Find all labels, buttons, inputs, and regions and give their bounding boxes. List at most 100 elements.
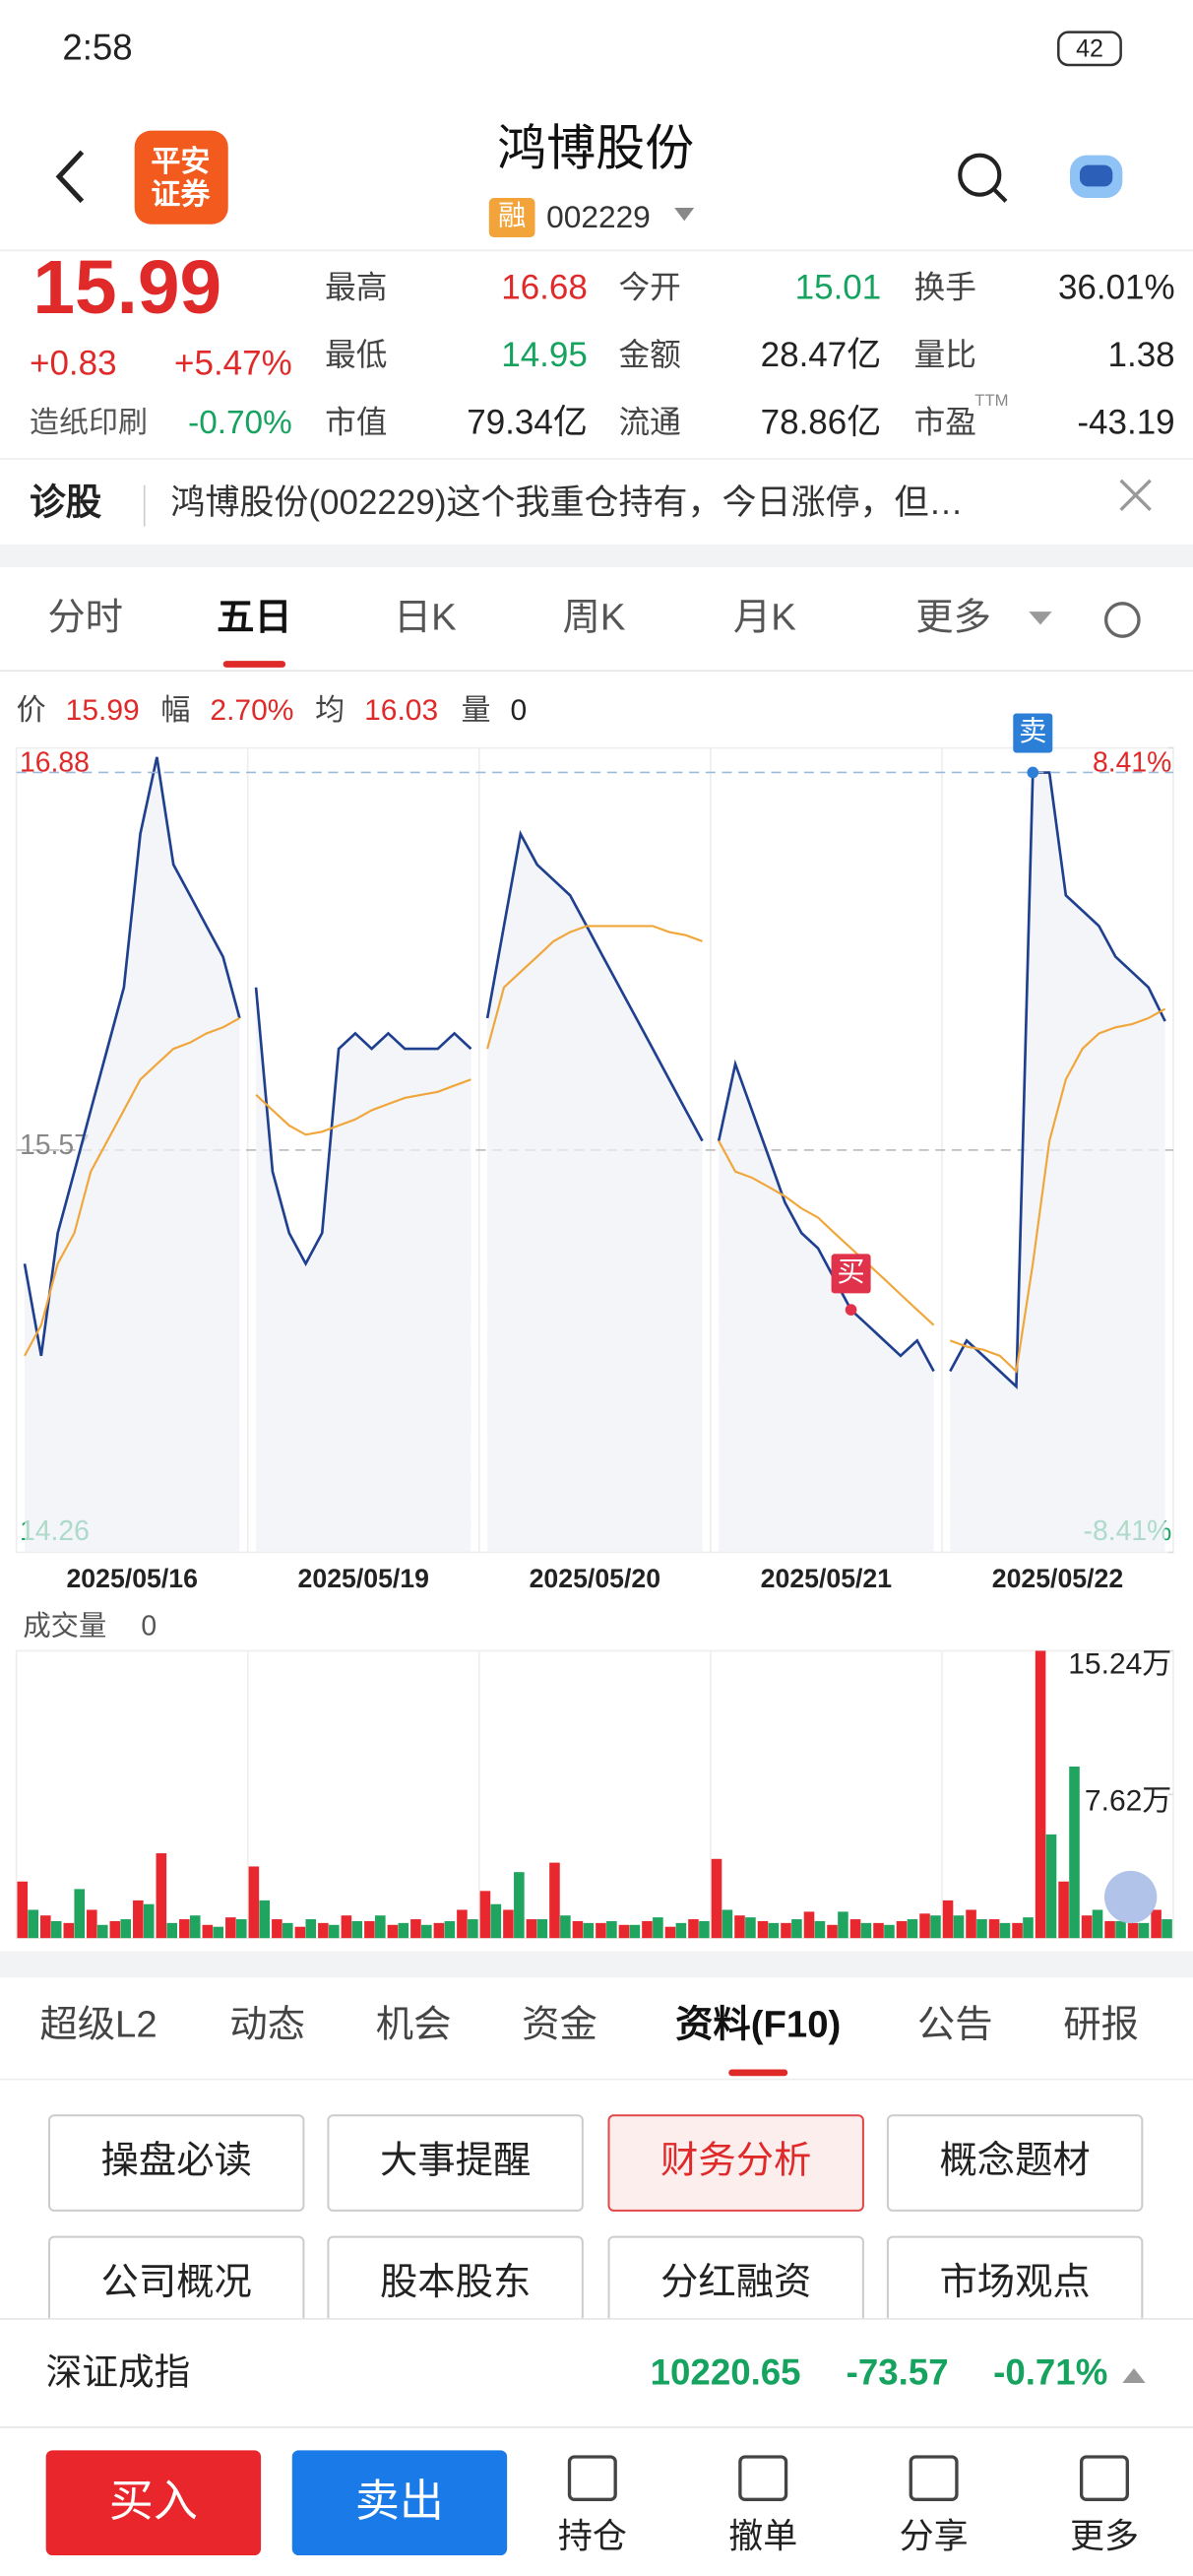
nav-icon[interactable] — [909, 2455, 959, 2502]
volume-bar — [96, 1924, 108, 1939]
function-button-label: 操盘必读 — [101, 2140, 252, 2182]
chart-tab[interactable]: 五日 — [217, 597, 292, 639]
volume-bar — [74, 1889, 86, 1939]
price-area — [950, 772, 1165, 1553]
info-tab[interactable]: 机会 — [376, 2003, 452, 2045]
volume-bar — [884, 1924, 895, 1939]
close-button[interactable] — [1119, 479, 1152, 511]
fullscreen-button[interactable] — [1103, 1870, 1158, 1924]
diagnosis-text: 鸿博股份(002229)这个我重仓持有，今日涨停，但… — [170, 483, 963, 522]
price-area — [25, 756, 240, 1553]
info-tab[interactable]: 公告 — [917, 2003, 993, 2045]
volume-bar — [1069, 1766, 1080, 1939]
volume-bar — [1035, 1650, 1046, 1939]
volume-bar — [606, 1920, 617, 1939]
volume-bar — [490, 1903, 502, 1939]
index-arrow — [1122, 2367, 1146, 2383]
nav-icon[interactable] — [738, 2455, 788, 2502]
info-item: 0 — [510, 694, 527, 727]
stat-label: 换手 — [914, 270, 976, 305]
volume-bar — [156, 1853, 167, 1939]
volume-bar — [976, 1919, 987, 1939]
stat-value: 15.01 — [795, 269, 882, 307]
battery-level: 42 — [1076, 35, 1103, 63]
index-bar — [0, 2318, 1193, 2427]
volume-bar — [248, 1866, 260, 1939]
function-button[interactable] — [327, 2114, 584, 2212]
volume-bar — [375, 1915, 386, 1939]
active-tab-underline — [222, 661, 286, 668]
chart-tab[interactable]: 分时 — [47, 597, 123, 639]
function-button[interactable] — [886, 2114, 1144, 2212]
volume-bar — [653, 1917, 663, 1939]
volume-bar — [768, 1922, 780, 1939]
volume-bar — [745, 1917, 756, 1939]
volume-bar — [560, 1915, 571, 1939]
buy-button[interactable] — [45, 2450, 262, 2556]
stat-label: 最高 — [325, 270, 387, 305]
price-line — [949, 771, 1166, 1390]
volume-bar — [675, 1922, 687, 1939]
function-button-label: 财务分析 — [660, 2140, 811, 2182]
info-tab[interactable]: 研报 — [1063, 2003, 1139, 2045]
x-tick-label: 2025/05/22 — [992, 1564, 1123, 1593]
stat-value: -43.19 — [1077, 403, 1174, 441]
volume-bar — [572, 1920, 584, 1939]
volume-bar — [213, 1926, 224, 1939]
search-button[interactable] — [958, 153, 1002, 197]
volume-bar — [189, 1915, 201, 1939]
volume-title: 成交量 — [23, 1611, 106, 1642]
function-button-label: 公司概况 — [101, 2261, 252, 2303]
info-tab[interactable]: 超级L2 — [39, 2003, 157, 2045]
gap-band — [0, 1951, 1193, 1978]
settings-button[interactable] — [1103, 602, 1141, 638]
info-tab[interactable]: 资料(F10) — [675, 2003, 841, 2045]
volume-bar — [305, 1919, 317, 1939]
info-item: 幅 — [160, 694, 190, 727]
nav-icon[interactable] — [567, 2455, 617, 2502]
stat-label: 市值 — [325, 404, 387, 439]
volume-bar — [827, 1924, 838, 1939]
volume-bar — [1058, 1881, 1069, 1939]
function-button[interactable] — [48, 2114, 305, 2212]
sell-label: 卖出 — [355, 2476, 444, 2526]
x-tick-label: 2025/05/16 — [66, 1564, 197, 1593]
volume-bar — [919, 1913, 930, 1939]
diagnosis-label: 诊股 — [30, 482, 102, 522]
info-tab[interactable]: 动态 — [229, 2003, 305, 2045]
battery — [1057, 31, 1122, 67]
price-change: +0.83 — [30, 344, 117, 382]
stat-value: 1.38 — [1108, 336, 1175, 374]
volume-bar — [457, 1909, 468, 1939]
volume-bar — [364, 1920, 375, 1939]
chart-tab[interactable]: 月K — [733, 597, 796, 639]
volume-bar — [503, 1909, 514, 1939]
info-tab[interactable]: 资金 — [522, 2003, 597, 2045]
volume-bar — [1045, 1834, 1057, 1939]
buy-label: 买入 — [109, 2476, 198, 2526]
stock-name: 鸿博股份 — [497, 121, 694, 176]
stat-value: 28.47亿 — [761, 336, 882, 374]
volume-bar — [549, 1862, 560, 1939]
clock: 2:58 — [62, 28, 132, 68]
trade-point — [845, 1304, 857, 1316]
margin-badge: 融 — [498, 201, 526, 232]
sell-button[interactable] — [291, 2450, 508, 2556]
volume-bar — [942, 1900, 954, 1939]
x-tick-label: 2025/05/19 — [298, 1564, 429, 1593]
volume-bar — [514, 1872, 525, 1939]
volume-bar — [259, 1900, 271, 1939]
back-button[interactable] — [55, 150, 85, 204]
search-handle — [992, 188, 1008, 203]
chart-tab[interactable]: 日K — [394, 597, 457, 639]
chart-tab[interactable]: 周K — [563, 597, 626, 639]
volume-bar — [329, 1924, 340, 1939]
volume-bar — [688, 1919, 699, 1939]
chart-tab[interactable]: 更多 — [915, 597, 991, 639]
volume-bar — [479, 1891, 491, 1939]
nav-icon[interactable] — [1079, 2455, 1129, 2502]
volume-bar — [536, 1919, 548, 1939]
volume-bar — [1127, 1922, 1139, 1939]
function-button[interactable] — [607, 2114, 864, 2212]
volume-bar — [1115, 1920, 1126, 1939]
